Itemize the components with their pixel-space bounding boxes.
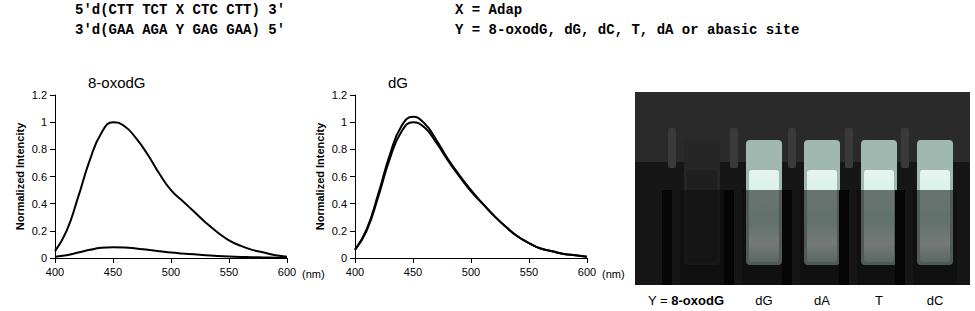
svg-text:500: 500 xyxy=(462,266,480,278)
svg-text:400: 400 xyxy=(46,266,64,278)
svg-text:550: 550 xyxy=(220,266,238,278)
svg-text:T: T xyxy=(875,293,883,308)
svg-text:dA: dA xyxy=(814,293,830,308)
html-text:X = Adap: X = Adap xyxy=(455,2,523,18)
svg-text:0.4: 0.4 xyxy=(332,198,347,210)
svg-text:1.2: 1.2 xyxy=(332,89,347,101)
svg-text:500: 500 xyxy=(162,266,180,278)
html-text:3'd(GAA AGA Y GAG GAA) 5': 3'd(GAA AGA Y GAG GAA) 5' xyxy=(75,22,285,38)
svg-text:0.8: 0.8 xyxy=(332,143,347,155)
svg-text:0.8: 0.8 xyxy=(32,143,47,155)
svg-text:0.6: 0.6 xyxy=(32,171,47,183)
html-text:5'd(CTT TCT X CTC CTT) 3': 5'd(CTT TCT X CTC CTT) 3' xyxy=(75,2,285,18)
svg-text:550: 550 xyxy=(520,266,538,278)
svg-text:0.2: 0.2 xyxy=(32,225,47,237)
svg-text:Normalized Intencity: Normalized Intencity xyxy=(314,122,326,230)
svg-text:1: 1 xyxy=(41,116,47,128)
svg-text:600: 600 xyxy=(578,266,596,278)
svg-text:0.2: 0.2 xyxy=(332,225,347,237)
svg-text:400: 400 xyxy=(346,266,364,278)
svg-text:1.2: 1.2 xyxy=(32,89,47,101)
svg-text:0: 0 xyxy=(41,252,47,264)
svg-text:Normalized Intencity: Normalized Intencity xyxy=(14,122,26,230)
svg-text:(nm): (nm) xyxy=(602,268,625,280)
svg-text:dG: dG xyxy=(388,74,408,91)
html-text:Y = 8-oxodG, dG, dC, T, dA or: Y = 8-oxodG, dG, dC, T, dA or abasic sit… xyxy=(455,22,800,38)
svg-text:450: 450 xyxy=(104,266,122,278)
svg-text:450: 450 xyxy=(404,266,422,278)
svg-text:Y = 8-oxodG: Y = 8-oxodG xyxy=(648,293,724,308)
svg-text:0.6: 0.6 xyxy=(332,171,347,183)
svg-text:8-oxodG: 8-oxodG xyxy=(88,74,146,91)
svg-text:(nm): (nm) xyxy=(302,268,325,280)
svg-text:dC: dC xyxy=(927,293,944,308)
svg-text:0: 0 xyxy=(341,252,347,264)
svg-text:0.4: 0.4 xyxy=(32,198,47,210)
svg-text:600: 600 xyxy=(278,266,296,278)
svg-text:1: 1 xyxy=(341,116,347,128)
svg-text:dG: dG xyxy=(755,293,772,308)
